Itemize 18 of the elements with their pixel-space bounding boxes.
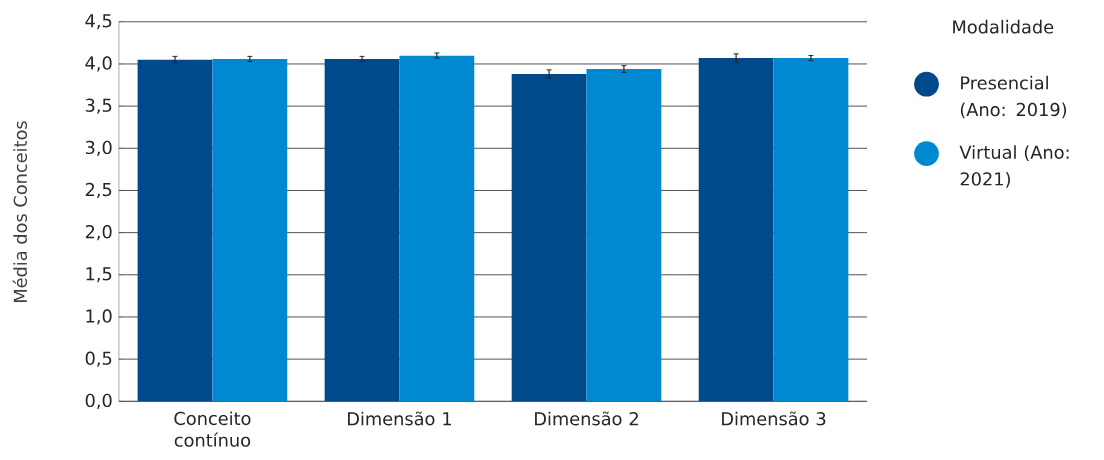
- y-tick-label: 1,5: [86, 267, 112, 283]
- y-tick-label: 2,0: [85, 225, 112, 241]
- x-tick-label: Dimensão 2: [535, 411, 638, 426]
- y-tick-label: 1,0: [86, 309, 112, 325]
- y-tick-label: 4,5: [85, 14, 112, 30]
- legend-label: Presencial (Ano: 2019): [960, 75, 1067, 119]
- x-tick-label: Dimensão 1: [348, 411, 451, 426]
- y-tick-label: 0,0: [85, 393, 112, 410]
- y-tick-label: 4,0: [85, 56, 112, 72]
- y-tick-label: 3,0: [85, 140, 112, 157]
- legend-title: Modalidade: [953, 19, 1054, 34]
- y-tick-label: 3,5: [85, 98, 112, 114]
- x-tick-label: Dimensão 3: [722, 411, 826, 426]
- y-tick-label: 2,5: [85, 182, 112, 199]
- x-tick-label: Conceito contínuo: [174, 411, 251, 447]
- y-axis-title: Média dos Conceitos: [12, 121, 28, 303]
- legend-label: Virtual (Ano: 2021): [959, 145, 1069, 188]
- y-tick-label: 0,5: [85, 351, 112, 367]
